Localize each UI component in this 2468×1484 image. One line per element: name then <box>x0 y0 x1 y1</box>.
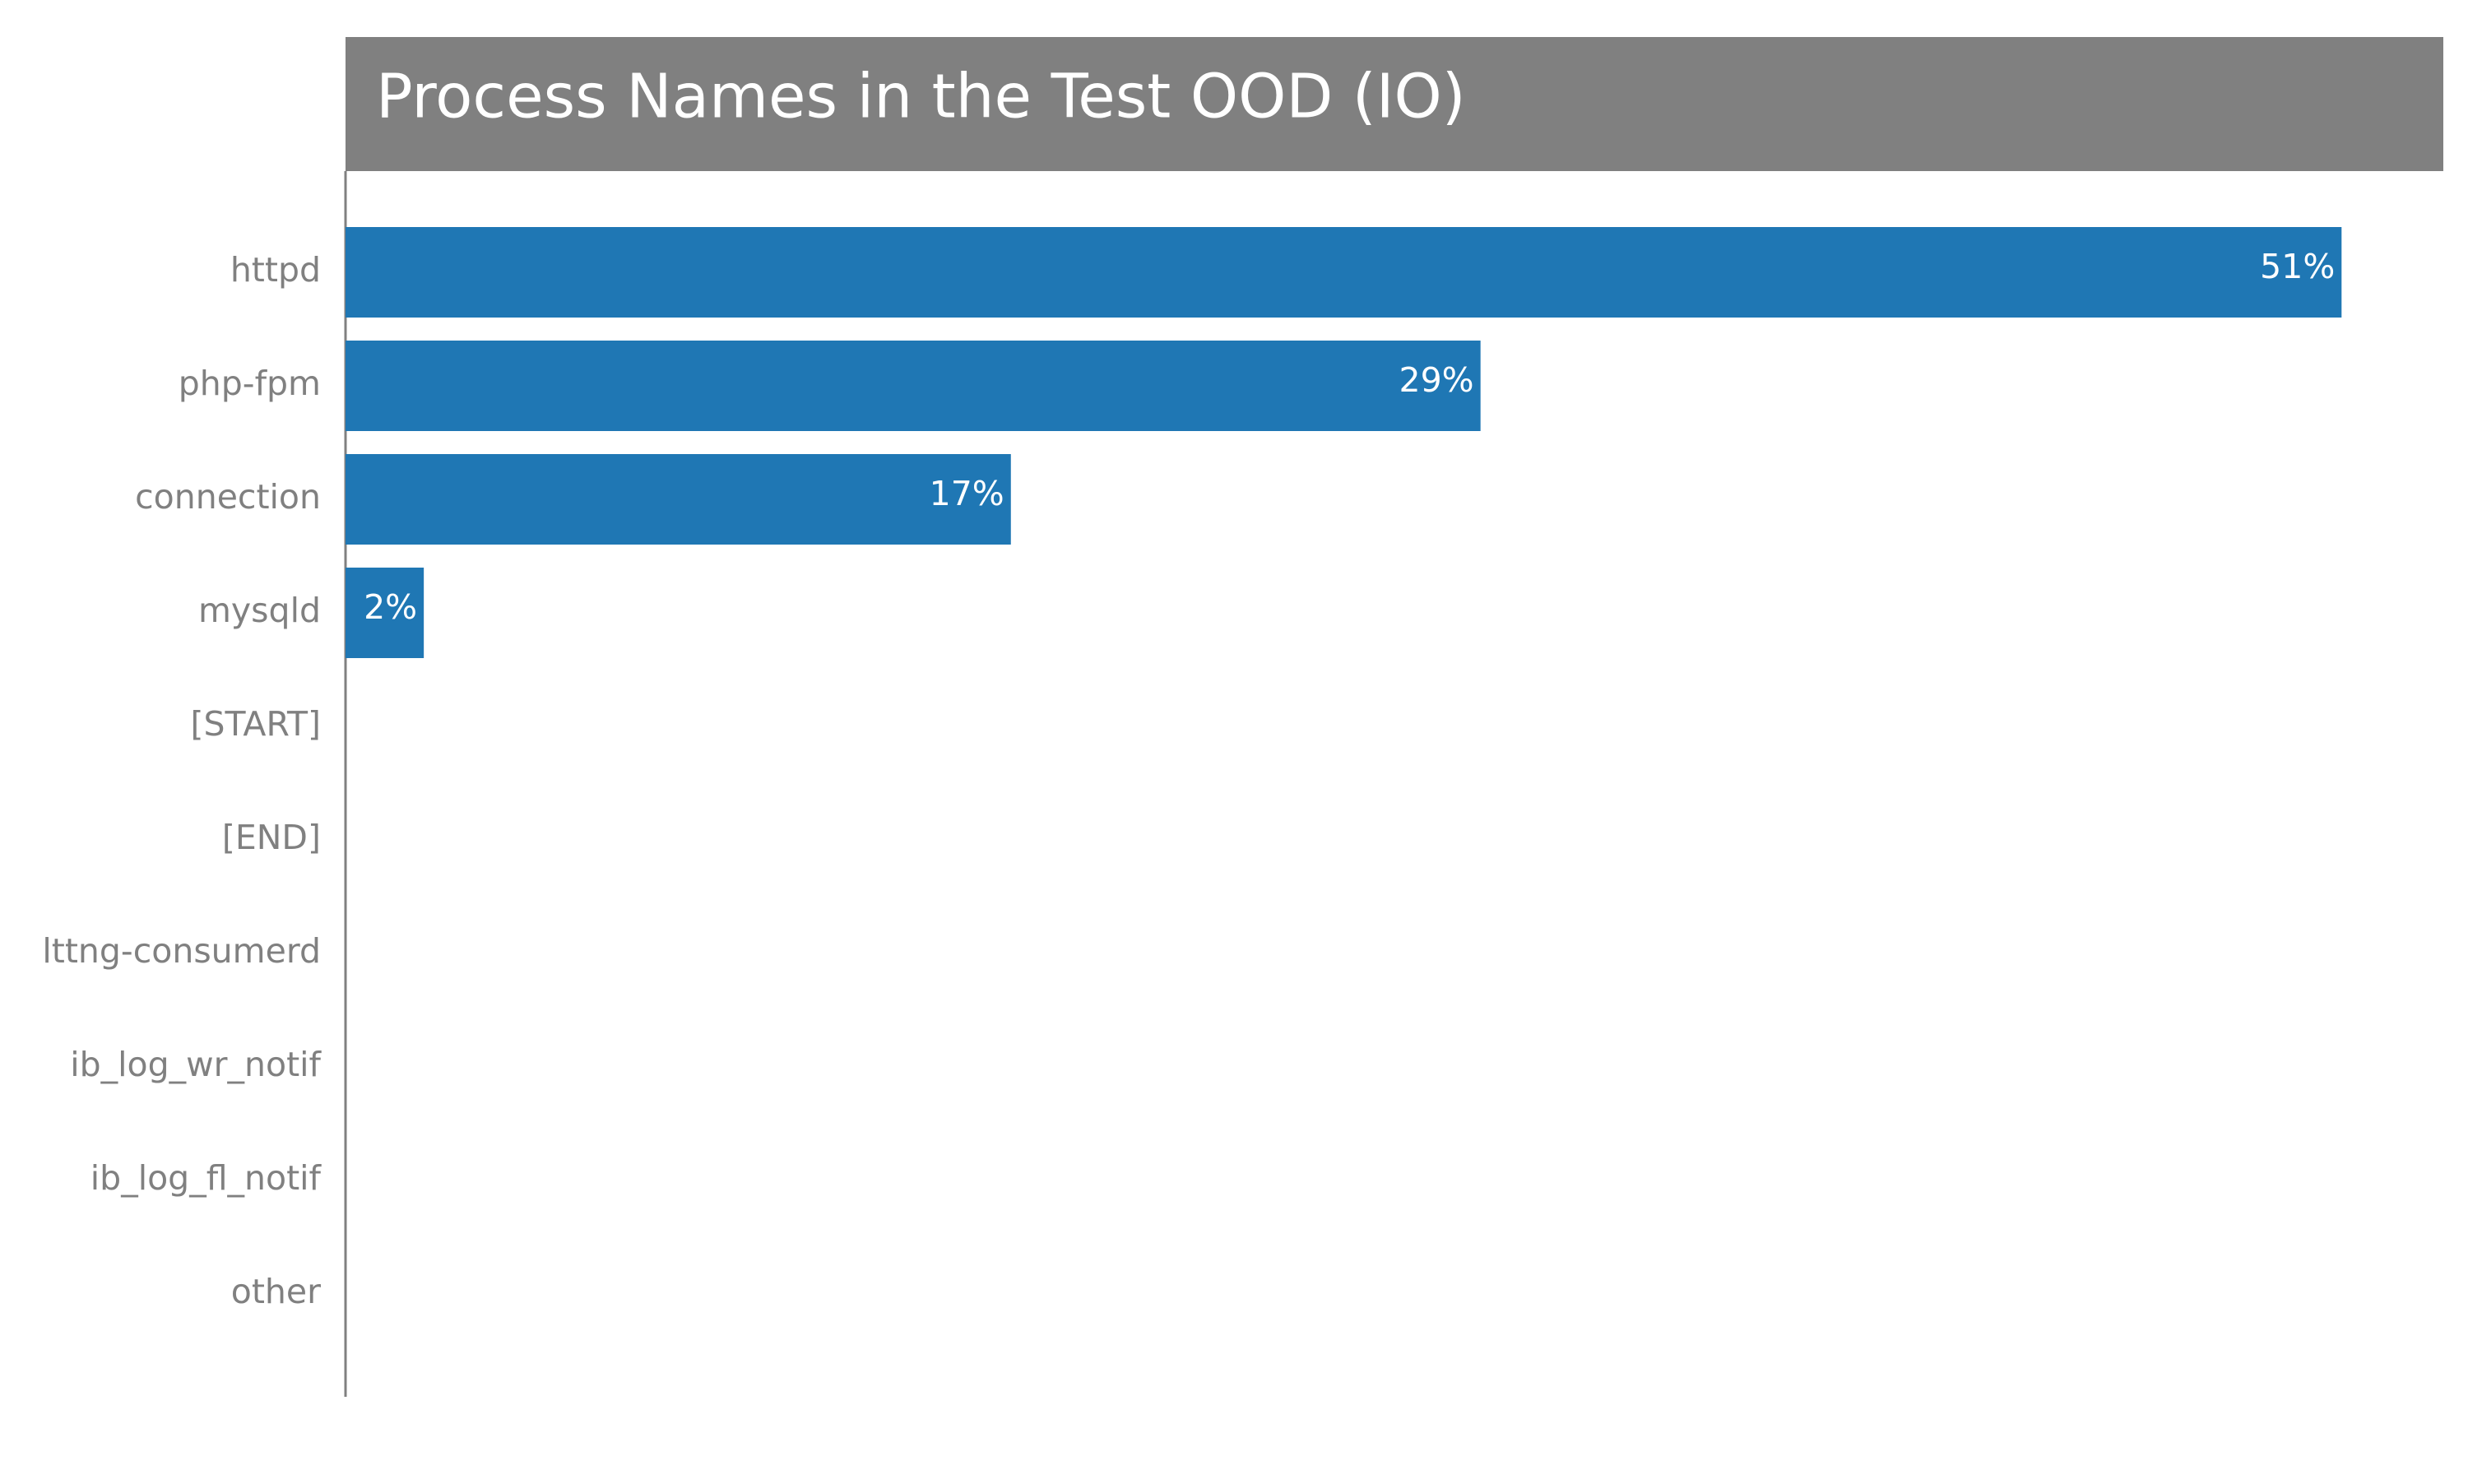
y-tick-label: httpd <box>230 250 321 290</box>
y-tick-label: php-fpm <box>179 364 321 403</box>
y-tick-label: connection <box>135 477 321 517</box>
bar-value-label: 51% <box>2260 247 2335 286</box>
chart-title: Process Names in the Test OOD (IO) <box>376 62 1466 132</box>
bar <box>346 454 1011 545</box>
y-tick-label: mysqld <box>198 591 321 630</box>
bar-value-label: 29% <box>1399 360 1474 400</box>
y-tick-label: lttng-consumerd <box>42 931 321 971</box>
y-tick-label: ib_log_wr_notif <box>70 1045 322 1084</box>
bar <box>346 568 424 658</box>
bar <box>346 227 2342 318</box>
y-tick-label: [START] <box>191 704 321 744</box>
bar-value-label: 17% <box>930 474 1004 513</box>
bar <box>346 341 1481 431</box>
y-tick-label: ib_log_fl_notif <box>90 1158 322 1198</box>
chart-title-band <box>346 37 2443 171</box>
y-tick-label: [END] <box>222 818 321 857</box>
bar-value-label: 2% <box>364 587 417 627</box>
y-tick-label: other <box>231 1272 321 1311</box>
chart-marks: httpd 51% php-fpm 29% connection 17% mysqld 2% [… <box>42 227 2342 1311</box>
